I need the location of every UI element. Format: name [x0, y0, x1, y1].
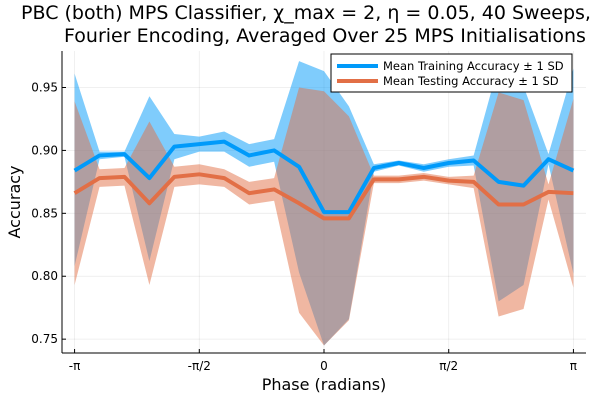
- y-axis-label: Accuracy: [5, 165, 24, 238]
- x-axis-label: Phase (radians): [262, 375, 387, 394]
- legend-box: [330, 53, 573, 93]
- y-tick-label: 0.95: [31, 80, 58, 94]
- chart-title-line-2: Fourier Encoding, Averaged Over 25 MPS I…: [64, 25, 586, 47]
- training-mean-line: [73, 139, 575, 215]
- series-lines: [73, 139, 575, 221]
- x-tick-label: -π: [69, 359, 81, 373]
- ticks: -π -π/2 0 π/2 π 0.75 0.80 0.85 0.90 0.95: [31, 80, 577, 373]
- legend-label-training: Mean Training Accuracy ± 1 SD: [383, 59, 564, 73]
- x-tick-label: π: [570, 359, 577, 373]
- y-tick-label: 0.90: [31, 143, 58, 157]
- chart-title-line-1: PBC (both) MPS Classifier, χ_max = 2, η …: [21, 2, 591, 24]
- testing-mean-line: [73, 172, 574, 221]
- x-tick-label: -π/2: [188, 359, 211, 373]
- y-tick-label: 0.80: [31, 269, 58, 283]
- legend-label-testing: Mean Testing Accuracy ± 1 SD: [383, 74, 559, 88]
- y-tick-label: 0.75: [31, 332, 58, 346]
- x-tick-label: 0: [320, 359, 328, 373]
- legend: Mean Training Accuracy ± 1 SD Mean Testi…: [330, 53, 573, 93]
- y-tick-label: 0.85: [31, 206, 58, 220]
- x-tick-label: π/2: [439, 359, 458, 373]
